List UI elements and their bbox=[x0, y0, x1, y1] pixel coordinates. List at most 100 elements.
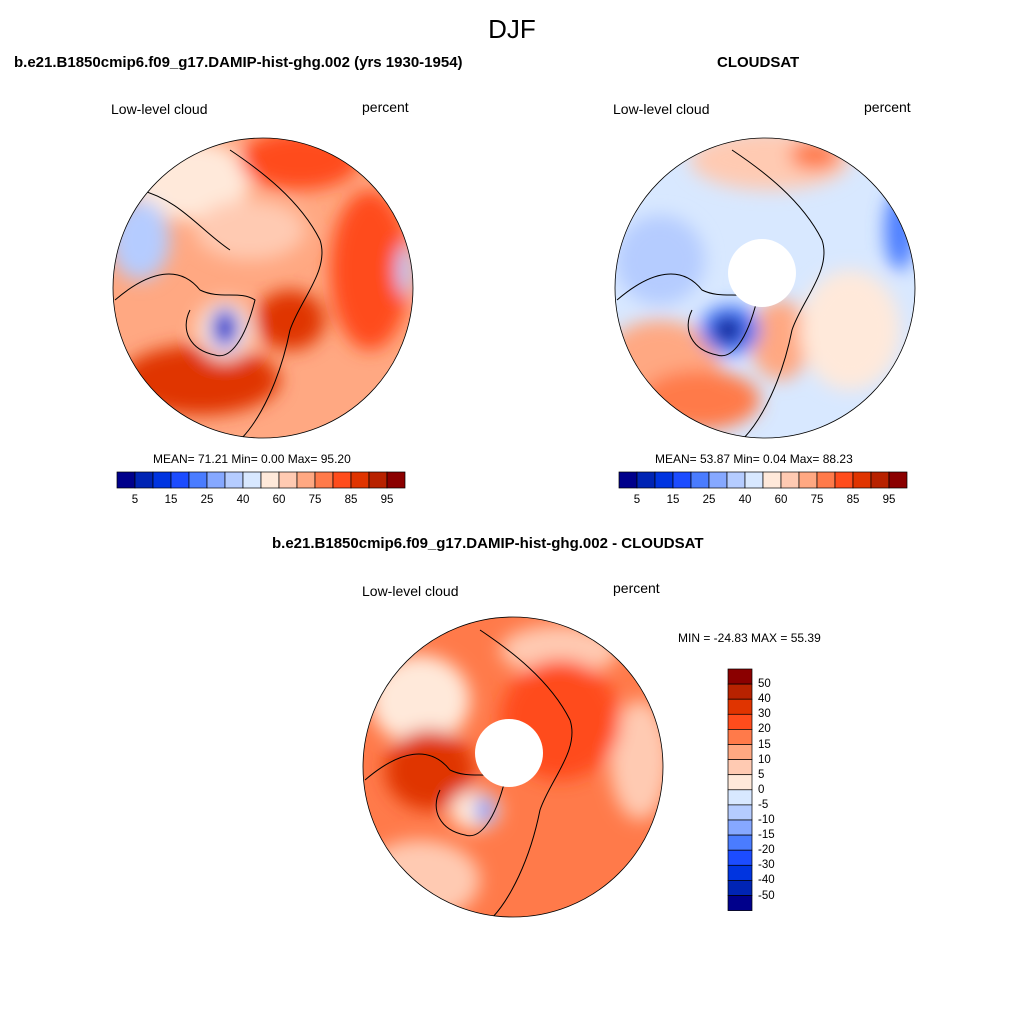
colorbar-cloudsat-box bbox=[798, 471, 818, 489]
colorbar-cloudsat-box bbox=[726, 471, 746, 489]
colorbar-model-tick-label: 40 bbox=[236, 494, 250, 506]
map-difference-border bbox=[362, 616, 664, 918]
colorbar-cloudsat-tick-label: 5 bbox=[633, 494, 641, 506]
colorbar-difference-box bbox=[727, 683, 753, 700]
colorbar-cloudsat-box bbox=[852, 471, 872, 489]
colorbar-model bbox=[116, 471, 406, 489]
colorbar-model-tick-label: 95 bbox=[380, 494, 394, 506]
panel1-stats: MEAN= 71.21 Min= 0.00 Max= 95.20 bbox=[153, 452, 351, 466]
colorbar-cloudsat-box bbox=[618, 471, 638, 489]
colorbar-model-tick-label: 85 bbox=[344, 494, 358, 506]
map-model-border bbox=[112, 137, 414, 439]
colorbar-difference-tick-label: -40 bbox=[758, 874, 775, 887]
colorbar-difference-box bbox=[727, 804, 753, 821]
colorbar-difference-box bbox=[727, 789, 753, 806]
colorbar-cloudsat-box bbox=[834, 471, 854, 489]
colorbar-difference-tick-label: 20 bbox=[758, 723, 771, 736]
panel1-title: b.e21.B1850cmip6.f09_g17.DAMIP-hist-ghg.… bbox=[14, 54, 463, 71]
colorbar-difference-box bbox=[727, 849, 753, 866]
map-cloudsat bbox=[615, 138, 915, 438]
map-cloudsat-border bbox=[614, 137, 916, 439]
colorbar-cloudsat bbox=[618, 471, 908, 489]
colorbar-cloudsat-tick-label: 95 bbox=[882, 494, 896, 506]
colorbar-difference-tick-label: 0 bbox=[758, 783, 765, 796]
colorbar-model-box bbox=[260, 471, 280, 489]
panel1-units-label: percent bbox=[362, 99, 409, 115]
colorbar-model-box bbox=[368, 471, 388, 489]
colorbar-model-box bbox=[278, 471, 298, 489]
colorbar-model-box bbox=[134, 471, 154, 489]
colorbar-difference-box bbox=[727, 774, 753, 791]
colorbar-difference-tick-label: 10 bbox=[758, 753, 771, 766]
panel3-units-label: percent bbox=[613, 580, 660, 596]
colorbar-difference-box bbox=[727, 698, 753, 715]
panel3-variable-label: Low-level cloud bbox=[362, 583, 459, 599]
colorbar-model-box bbox=[152, 471, 172, 489]
colorbar-model-box bbox=[350, 471, 370, 489]
colorbar-cloudsat-tick-label: 60 bbox=[774, 494, 788, 506]
colorbar-difference-box bbox=[727, 819, 753, 836]
colorbar-model-box bbox=[314, 471, 334, 489]
colorbar-difference-tick-label: -20 bbox=[758, 844, 775, 857]
colorbar-model-box bbox=[296, 471, 316, 489]
colorbar-model-box bbox=[242, 471, 262, 489]
panel2-variable-label: Low-level cloud bbox=[613, 101, 710, 117]
colorbar-difference-box bbox=[727, 880, 753, 896]
panel3-title: b.e21.B1850cmip6.f09_g17.DAMIP-hist-ghg.… bbox=[272, 535, 704, 552]
colorbar-cloudsat-box bbox=[708, 471, 728, 489]
colorbar-cloudsat-box bbox=[672, 471, 692, 489]
colorbar-model-box bbox=[116, 471, 136, 489]
colorbar-model-box bbox=[188, 471, 208, 489]
colorbar-cloudsat-box bbox=[870, 471, 890, 489]
colorbar-difference bbox=[727, 668, 753, 911]
colorbar-model-tick-label: 5 bbox=[131, 494, 139, 506]
panel1-variable-label: Low-level cloud bbox=[111, 101, 208, 117]
colorbar-difference-box bbox=[727, 834, 753, 851]
colorbar-cloudsat-box bbox=[816, 471, 836, 489]
colorbar-difference-tick-label: 50 bbox=[758, 678, 771, 691]
colorbar-model-tick-label: 15 bbox=[164, 494, 178, 506]
colorbar-difference-tick-label: -5 bbox=[758, 798, 769, 811]
colorbar-model-tick-label: 75 bbox=[308, 494, 322, 506]
map-difference bbox=[363, 617, 663, 917]
map-model bbox=[113, 138, 413, 438]
colorbar-cloudsat-tick-label: 15 bbox=[666, 494, 680, 506]
colorbar-cloudsat-box bbox=[888, 471, 908, 489]
colorbar-cloudsat-box bbox=[690, 471, 710, 489]
colorbar-cloudsat-box bbox=[744, 471, 764, 489]
colorbar-difference-box bbox=[727, 744, 753, 760]
colorbar-difference-box bbox=[727, 895, 753, 911]
colorbar-difference-tick-label: -30 bbox=[758, 859, 775, 872]
colorbar-difference-tick-label: -15 bbox=[758, 829, 775, 842]
colorbar-model-box bbox=[206, 471, 226, 489]
colorbar-model-box bbox=[332, 471, 352, 489]
colorbar-cloudsat-tick-label: 75 bbox=[810, 494, 824, 506]
colorbar-cloudsat-box bbox=[762, 471, 782, 489]
panel2-title: CLOUDSAT bbox=[717, 54, 800, 71]
colorbar-cloudsat-box bbox=[636, 471, 656, 489]
colorbar-model-box bbox=[224, 471, 244, 489]
colorbar-cloudsat-tick-label: 25 bbox=[702, 494, 716, 506]
colorbar-cloudsat-box bbox=[780, 471, 800, 489]
colorbar-cloudsat-tick-label: 85 bbox=[846, 494, 860, 506]
colorbar-model-tick-label: 25 bbox=[200, 494, 214, 506]
main-title: DJF bbox=[488, 14, 536, 44]
colorbar-model-box bbox=[386, 471, 406, 489]
colorbar-cloudsat-tick-label: 40 bbox=[738, 494, 752, 506]
colorbar-difference-box bbox=[727, 864, 753, 881]
colorbar-difference-tick-label: -50 bbox=[758, 889, 775, 902]
colorbar-cloudsat-box bbox=[654, 471, 674, 489]
colorbar-difference-tick-label: 40 bbox=[758, 693, 771, 706]
colorbar-difference-tick-label: 30 bbox=[758, 708, 771, 721]
colorbar-difference-box bbox=[727, 668, 753, 685]
colorbar-difference-box bbox=[727, 759, 753, 776]
colorbar-difference-tick-label: 5 bbox=[758, 768, 765, 781]
colorbar-model-box bbox=[170, 471, 190, 489]
colorbar-difference-tick-label: -10 bbox=[758, 814, 775, 826]
colorbar-difference-box bbox=[727, 729, 753, 745]
colorbar-model-tick-label: 60 bbox=[272, 494, 286, 506]
colorbar-difference-box bbox=[727, 713, 753, 730]
colorbar-difference-tick-label: 15 bbox=[758, 738, 771, 751]
